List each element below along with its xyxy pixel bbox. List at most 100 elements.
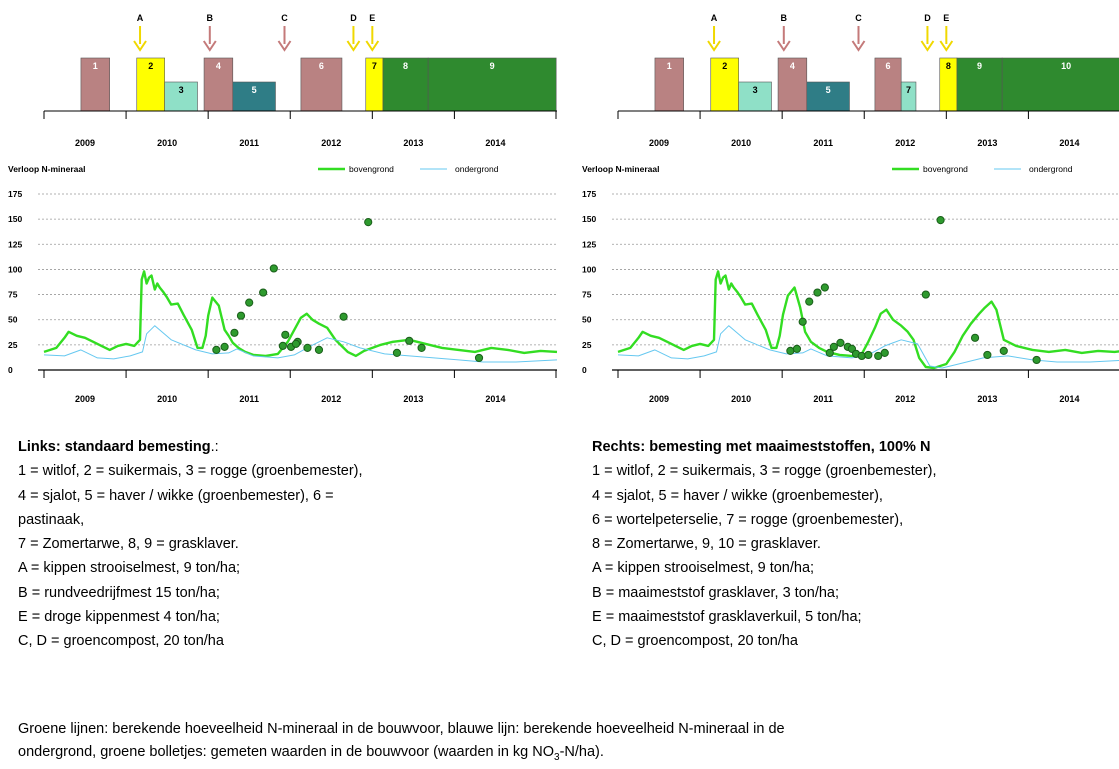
y-tick-label: 100 bbox=[582, 264, 596, 274]
caption-left-line: 7 = Zomertarwe, 8, 9 = grasklaver. bbox=[18, 536, 239, 553]
measured-point bbox=[212, 345, 221, 354]
chart-panel-right: 1 2 3 4 5 6 7 8 9 10 2009 2010 2011 2012 2013 2014 A B C D E… bbox=[574, 0, 1119, 420]
caption-left-line: C, D = groencompost, 20 ton/ha bbox=[18, 633, 224, 650]
caption-right-line: B = maaimeststof grasklaver, 3 ton/ha; bbox=[592, 584, 840, 601]
timeline-year-label: 2010 bbox=[157, 138, 177, 148]
timeline-year-label: 2011 bbox=[813, 138, 833, 148]
timeline-year-label: 2014 bbox=[485, 138, 505, 148]
measured-point bbox=[259, 288, 268, 297]
crop-bar-label: 4 bbox=[790, 61, 795, 71]
event-arrowhead bbox=[776, 40, 791, 52]
caption-left-line: E = droge kippenmest 4 ton/ha; bbox=[18, 609, 220, 626]
crop-bar bbox=[427, 57, 557, 112]
x-tick-label: 2013 bbox=[977, 394, 997, 404]
event-label: D bbox=[924, 13, 931, 23]
crop-bar-label: 8 bbox=[946, 61, 951, 71]
timeline-year-label: 2012 bbox=[321, 138, 341, 148]
crop-bar-label: 1 bbox=[667, 61, 672, 71]
event-label: B bbox=[781, 13, 788, 23]
legend-label-bovengrond: bovengrond bbox=[349, 164, 394, 174]
event-arrowhead bbox=[365, 40, 380, 52]
caption-left-line: pastinaak, bbox=[18, 511, 85, 528]
crop-bar bbox=[956, 57, 1003, 112]
y-tick-label: 100 bbox=[8, 264, 22, 274]
chart-panel-left: 1 2 3 4 5 6 7 8 9 2009 2010 2011 2012 2013 2014 A B C D E Ve… bbox=[0, 0, 558, 420]
measured-point bbox=[820, 283, 829, 292]
crop-bar-label: 5 bbox=[826, 85, 831, 95]
caption-right: Rechts: bemesting met maaimeststoffen, 1… bbox=[592, 435, 1112, 654]
caption-right-title: Rechts: bemesting met maaimeststoffen, 1… bbox=[592, 439, 931, 455]
crop-bar-label: 9 bbox=[977, 61, 982, 71]
caption-right-line: C, D = groencompost, 20 ton/ha bbox=[592, 633, 798, 650]
measured-point bbox=[245, 298, 254, 307]
y-tick-label: 50 bbox=[582, 315, 592, 325]
x-tick-label: 2012 bbox=[895, 394, 915, 404]
crop-bar-label: 7 bbox=[906, 85, 911, 95]
measured-point bbox=[392, 348, 402, 358]
crop-bar-label: 5 bbox=[252, 85, 257, 95]
y-tick-label: 25 bbox=[582, 340, 592, 350]
x-tick-label: 2013 bbox=[403, 394, 423, 404]
measured-point bbox=[836, 338, 845, 347]
caption-left-line: 4 = sjalot, 5 = haver / wikke (groenbeme… bbox=[18, 487, 334, 504]
crop-bar-label: 7 bbox=[372, 61, 377, 71]
x-tick-label: 2014 bbox=[485, 394, 505, 404]
event-arrowhead bbox=[133, 40, 147, 52]
crop-bar-label: 2 bbox=[148, 61, 153, 71]
measured-point bbox=[857, 351, 866, 361]
y-tick-label: 75 bbox=[8, 290, 18, 300]
measured-point bbox=[230, 328, 239, 337]
caption-right-line: 1 = witlof, 2 = suikermais, 3 = rogge (g… bbox=[592, 463, 937, 480]
measured-point bbox=[983, 350, 992, 360]
caption-right-line: 6 = wortelpeterselie, 7 = rogge (groenbe… bbox=[592, 511, 904, 528]
legend-label-ondergrond: ondergrond bbox=[455, 164, 499, 174]
crop-bar bbox=[654, 57, 684, 112]
x-tick-label: 2011 bbox=[239, 394, 259, 404]
event-arrowhead bbox=[202, 40, 217, 52]
measured-point bbox=[825, 348, 834, 358]
crop-bar bbox=[806, 81, 850, 112]
measured-point bbox=[1032, 355, 1041, 365]
series-line-ondergrond bbox=[617, 325, 1119, 369]
caption-left-line: A = kippen strooiselmest, 9 ton/ha; bbox=[18, 560, 241, 577]
x-tick-label: 2014 bbox=[1059, 394, 1079, 404]
chart-svg-left: 1 2 3 4 5 6 7 8 9 2009 2010 2011 2012 2013 2014 A B C D E Ve… bbox=[8, 13, 558, 404]
y-tick-label: 125 bbox=[8, 239, 22, 249]
measured-point bbox=[970, 333, 980, 342]
timeline-year-label: 2011 bbox=[239, 138, 259, 148]
crop-bar bbox=[300, 57, 343, 112]
measured-point bbox=[281, 330, 290, 339]
crop-bar-label: 3 bbox=[179, 85, 184, 95]
measured-point bbox=[999, 346, 1008, 355]
measured-point bbox=[314, 345, 324, 354]
series-line-ondergrond bbox=[43, 325, 558, 363]
measured-point bbox=[291, 339, 301, 348]
crop-bar bbox=[80, 57, 110, 112]
caption-left-line: 1 = witlof, 2 = suikermais, 3 = rogge (g… bbox=[18, 463, 363, 480]
x-tick-label: 2010 bbox=[731, 394, 751, 404]
caption-right-line: E = maaimeststof grasklaverkuil, 5 ton/h… bbox=[592, 609, 862, 626]
crop-bar-label: 6 bbox=[319, 61, 324, 71]
timeline-year-label: 2009 bbox=[75, 138, 95, 148]
series-line-bovengrond bbox=[43, 270, 558, 358]
crop-bar bbox=[136, 57, 165, 112]
measured-point bbox=[220, 342, 229, 351]
crop-bar bbox=[203, 57, 234, 112]
measured-point bbox=[813, 288, 822, 297]
timeline-year-label: 2009 bbox=[649, 138, 669, 148]
measured-point bbox=[798, 317, 807, 326]
measured-point bbox=[880, 348, 889, 358]
caption-left-title-suffix: .: bbox=[210, 439, 219, 455]
timeline-year-label: 2012 bbox=[895, 138, 915, 148]
x-tick-label: 2012 bbox=[321, 394, 341, 404]
crop-bar bbox=[710, 57, 739, 112]
crop-bar-label: 4 bbox=[216, 61, 221, 71]
footnote-subscript: 3 bbox=[554, 751, 560, 763]
event-label: A bbox=[711, 13, 718, 23]
y-tick-label: 125 bbox=[582, 239, 596, 249]
timeline-year-label: 2010 bbox=[731, 138, 751, 148]
event-arrowhead bbox=[920, 40, 935, 52]
measured-point bbox=[792, 344, 802, 353]
timeline-year-label: 2013 bbox=[977, 138, 997, 148]
event-arrowhead bbox=[346, 40, 361, 52]
